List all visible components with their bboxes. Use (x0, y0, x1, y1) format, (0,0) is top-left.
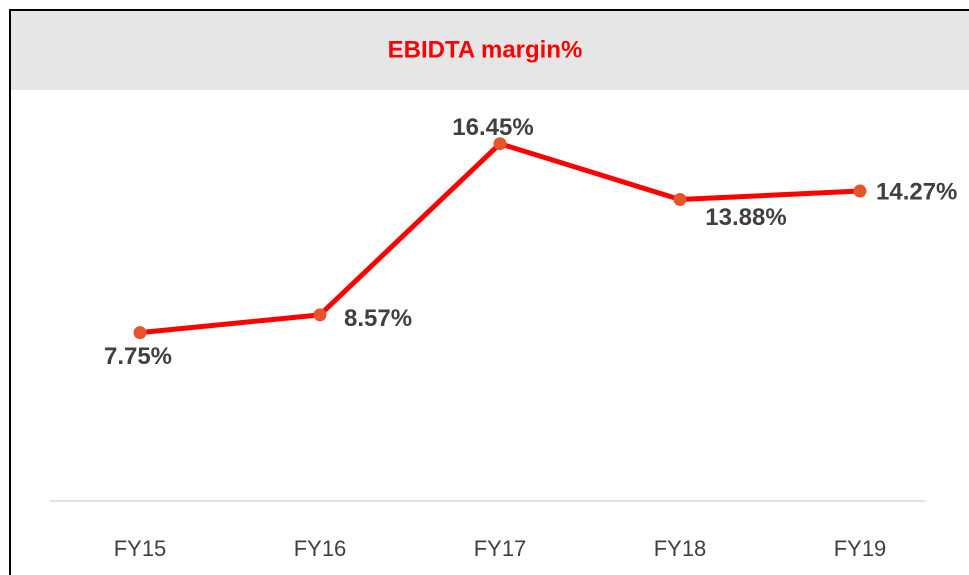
point (493, 137, 507, 151)
x-tick-label: FY19 (834, 536, 887, 561)
data-label: 13.88% (705, 204, 786, 231)
x-tick-label: FY17 (474, 536, 527, 561)
data-label: 16.45% (452, 114, 533, 141)
data-label: 7.75% (104, 343, 172, 370)
x-tick-label: FY15 (114, 536, 167, 561)
chart-title: EBIDTA margin% (388, 36, 583, 63)
title-band (11, 11, 969, 90)
x-tick-label: FY18 (654, 536, 707, 561)
frame (9, 9, 969, 575)
point (313, 308, 327, 322)
x-tick-label: FY16 (294, 536, 347, 561)
data-label: 14.27% (876, 178, 957, 205)
point (673, 193, 687, 207)
point (133, 326, 147, 340)
point (853, 184, 867, 198)
data-label: 8.57% (344, 305, 412, 332)
